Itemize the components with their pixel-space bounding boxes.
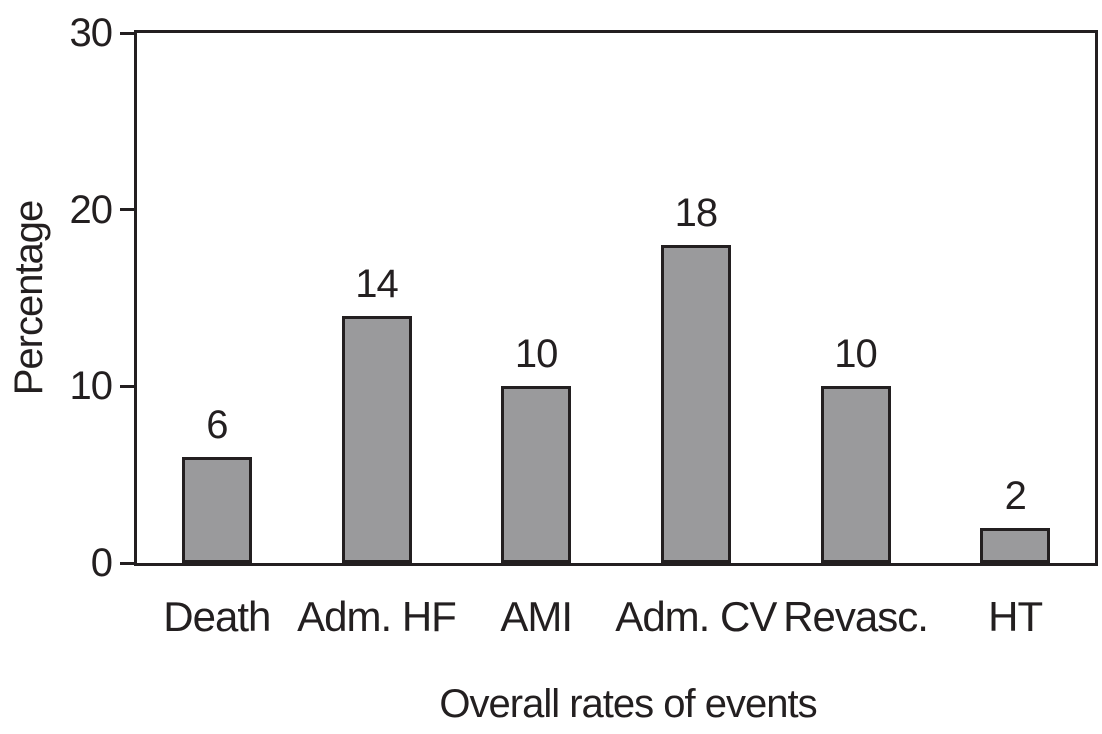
x-category-label-adm-hf: Adm. HF xyxy=(297,593,457,640)
bar-slot: 6 xyxy=(137,33,297,563)
bar-value-label: 14 xyxy=(355,261,398,306)
y-tick-label: 0 xyxy=(90,541,113,585)
x-category-label-adm-cv: Adm. CV xyxy=(615,593,777,640)
y-tick-mark xyxy=(120,31,137,35)
bar-adm-cv xyxy=(660,245,731,563)
y-tick-label: 30 xyxy=(69,11,114,55)
y-tick-mark xyxy=(120,384,137,388)
bar-value-label: 10 xyxy=(834,332,877,377)
y-tick-label: 10 xyxy=(69,364,114,409)
x-axis-title: Overall rates of events xyxy=(439,682,817,726)
x-category-label-death: Death xyxy=(163,593,271,640)
bar-slot: 14 xyxy=(297,33,457,563)
x-category-label-ami: AMI xyxy=(500,593,573,640)
bar-ami xyxy=(501,386,572,563)
bar-value-label: 18 xyxy=(674,191,718,235)
bar-adm-hf xyxy=(341,315,412,563)
bar-ht xyxy=(980,527,1051,563)
bar-slot: 2 xyxy=(935,33,1095,563)
bar-slot: 10 xyxy=(456,33,616,563)
x-category-label-revasc: Revasc. xyxy=(783,593,929,640)
y-tick-label: 20 xyxy=(69,187,114,232)
bar-slot: 10 xyxy=(776,33,936,563)
y-tick-mark xyxy=(120,561,137,565)
bar-revasc xyxy=(820,386,891,563)
bar-value-label: 10 xyxy=(514,332,558,377)
y-tick-mark xyxy=(120,208,137,212)
plot-area: 6 14 10 18 10 2 xyxy=(134,30,1098,566)
bar-slot: 18 xyxy=(616,33,776,563)
bar-value-label: 2 xyxy=(1004,473,1027,518)
bar-death xyxy=(181,457,252,563)
x-category-label-ht: HT xyxy=(988,593,1043,640)
bar-value-label: 6 xyxy=(206,403,228,447)
